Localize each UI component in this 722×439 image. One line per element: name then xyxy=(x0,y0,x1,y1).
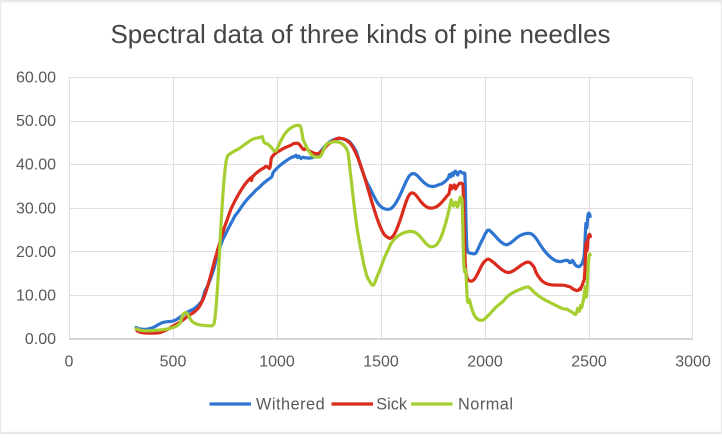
svg-text:3000: 3000 xyxy=(675,354,711,371)
svg-text:Spectral data of three kinds o: Spectral data of three kinds of pine nee… xyxy=(110,19,610,49)
svg-text:Sick: Sick xyxy=(376,396,408,414)
svg-text:1500: 1500 xyxy=(363,354,399,371)
svg-text:0.00: 0.00 xyxy=(25,331,56,348)
svg-text:2500: 2500 xyxy=(571,354,607,371)
svg-text:500: 500 xyxy=(160,354,187,371)
svg-text:30.00: 30.00 xyxy=(16,200,56,217)
svg-text:0: 0 xyxy=(65,354,74,371)
svg-text:1000: 1000 xyxy=(259,354,295,371)
svg-text:20.00: 20.00 xyxy=(16,244,56,261)
svg-text:50.00: 50.00 xyxy=(16,113,56,130)
svg-text:Normal: Normal xyxy=(458,396,513,414)
svg-text:60.00: 60.00 xyxy=(16,70,56,87)
svg-text:40.00: 40.00 xyxy=(16,157,56,174)
svg-text:2000: 2000 xyxy=(467,354,503,371)
svg-text:10.00: 10.00 xyxy=(16,287,56,304)
svg-text:Withered: Withered xyxy=(256,396,325,414)
